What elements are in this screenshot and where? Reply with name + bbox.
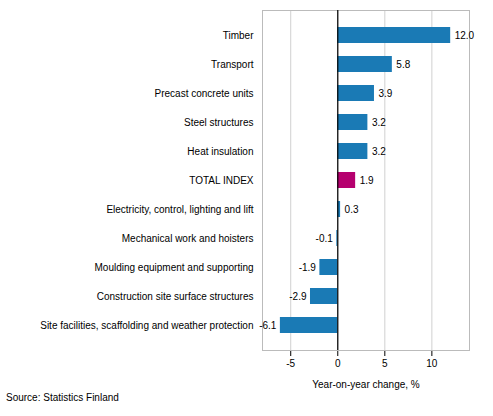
svg-text:Steel structures: Steel structures — [184, 117, 253, 128]
svg-text:Moulding equipment and support: Moulding equipment and supporting — [95, 262, 254, 273]
svg-text:Mechanical work and hoisters: Mechanical work and hoisters — [122, 233, 254, 244]
svg-text:5.8: 5.8 — [396, 59, 410, 70]
svg-text:Site facilities, scaffolding a: Site facilities, scaffolding and weather… — [40, 320, 253, 331]
svg-text:-1.9: -1.9 — [299, 262, 317, 273]
svg-text:3.9: 3.9 — [378, 88, 392, 99]
svg-text:-5: -5 — [286, 358, 295, 369]
svg-text:10: 10 — [426, 358, 438, 369]
svg-text:Transport: Transport — [211, 59, 254, 70]
svg-text:Year-on-year change, %: Year-on-year change, % — [312, 379, 420, 390]
svg-text:-0.1: -0.1 — [316, 233, 334, 244]
svg-text:3.2: 3.2 — [372, 117, 386, 128]
svg-text:Electricity, control, lighting: Electricity, control, lighting and lift — [106, 204, 253, 215]
svg-text:0.3: 0.3 — [345, 204, 359, 215]
svg-text:5: 5 — [382, 358, 388, 369]
svg-text:-2.9: -2.9 — [289, 291, 307, 302]
svg-text:Timber: Timber — [223, 30, 254, 41]
svg-text:TOTAL INDEX: TOTAL INDEX — [189, 175, 254, 186]
svg-text:0: 0 — [335, 358, 341, 369]
svg-text:Construction site surface stru: Construction site surface structures — [97, 291, 254, 302]
svg-text:Heat insulation: Heat insulation — [187, 146, 253, 157]
svg-text:Precast concrete units: Precast concrete units — [155, 88, 254, 99]
html-text:Source: Statistics Finland: Source: Statistics Finland — [6, 392, 119, 403]
svg-text:3.2: 3.2 — [372, 146, 386, 157]
svg-text:12.0: 12.0 — [455, 30, 475, 41]
svg-text:-6.1: -6.1 — [259, 320, 277, 331]
svg-text:1.9: 1.9 — [360, 175, 374, 186]
